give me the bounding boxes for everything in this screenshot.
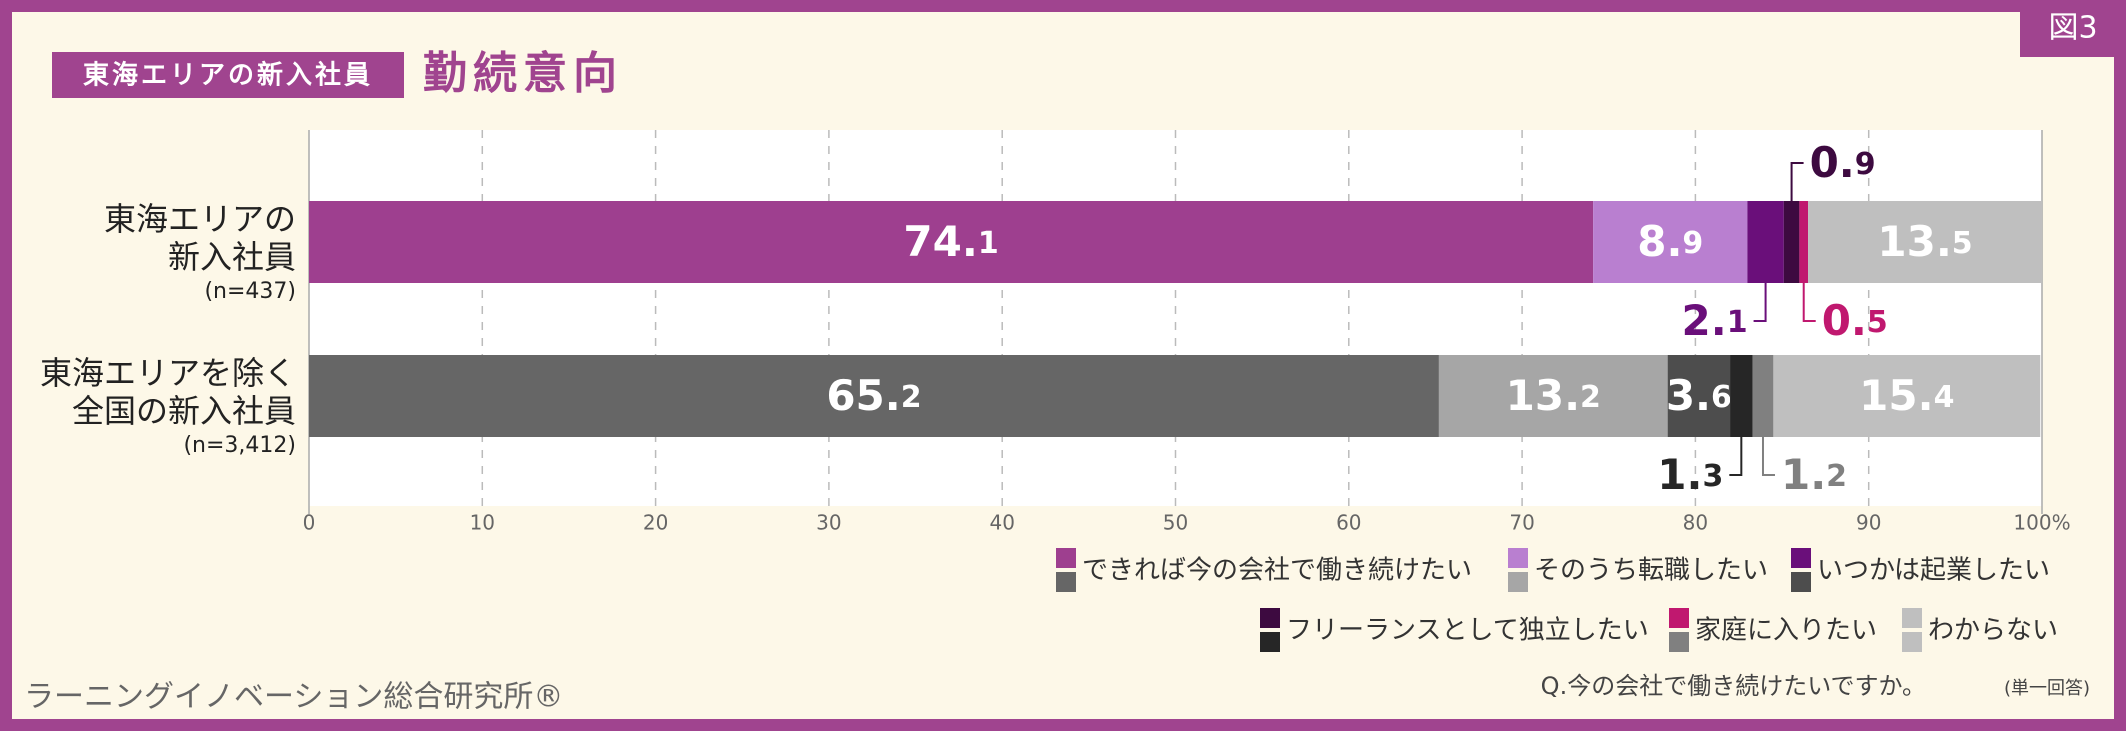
bar-segment <box>1752 355 1774 437</box>
question-note: (単一回答) <box>2004 678 2090 699</box>
category-note: (n=3,412) <box>183 433 296 458</box>
x-tick-label: 10 <box>470 511 495 535</box>
value-label: 65.2 <box>826 371 921 420</box>
bar-segment <box>1438 355 1668 437</box>
x-tick-label: 30 <box>816 511 841 535</box>
callout <box>1802 283 1816 322</box>
value-label: 0.9 <box>1810 138 1876 187</box>
legend-swatch <box>1669 608 1689 628</box>
x-tick-label: 70 <box>1509 511 1534 535</box>
category-label: 新入社員 <box>168 238 296 276</box>
bar-segment <box>1730 355 1753 437</box>
bar-segment <box>1773 355 2041 437</box>
legend-swatch <box>1669 632 1689 652</box>
legend-swatch <box>1791 548 1811 568</box>
bar-segment <box>1783 201 1800 283</box>
callout <box>1761 437 1775 476</box>
bar-segment <box>1808 201 2042 283</box>
bar-segment <box>309 355 1439 437</box>
title: 勤続意向 <box>423 48 623 99</box>
category-label: 全国の新入社員 <box>72 392 296 430</box>
x-tick-label: 50 <box>1163 511 1188 535</box>
badge-box <box>2020 0 2126 57</box>
legend-label: 家庭に入りたい <box>1695 616 1877 646</box>
callout <box>1790 162 1804 201</box>
value-label: 0.5 <box>1822 296 1888 345</box>
legend-label: フリーランスとして独立したい <box>1286 616 1649 646</box>
x-tick-label: 90 <box>1856 511 1881 535</box>
legend-swatch <box>1260 632 1280 652</box>
legend-label: できれば今の会社で働き続けたい <box>1082 556 1472 586</box>
value-label: 2.1 <box>1682 296 1748 345</box>
bar-segment <box>1799 201 1809 283</box>
callout <box>1729 437 1743 476</box>
value-label: 74.1 <box>903 217 998 266</box>
question: Q.今の会社で働き続けたいですか。 <box>1541 672 1926 700</box>
bar-segment <box>1667 355 1731 437</box>
x-tick-label: 60 <box>1336 511 1361 535</box>
value-label: 1.3 <box>1657 450 1723 499</box>
legend-swatch <box>1056 572 1076 592</box>
legend-swatch <box>1791 572 1811 592</box>
value-label: 13.2 <box>1506 371 1601 420</box>
legend-label: そのうち転職したい <box>1534 556 1768 586</box>
legend-swatch <box>1508 548 1528 568</box>
legend-swatch <box>1056 548 1076 568</box>
x-tick-label: 20 <box>643 511 668 535</box>
badge: 図3 <box>2048 11 2097 46</box>
value-label: 13.5 <box>1877 217 1972 266</box>
x-tick-label: 80 <box>1683 511 1708 535</box>
value-label: 8.9 <box>1637 217 1703 266</box>
category-label: 東海エリアの <box>104 200 296 238</box>
callout <box>1753 283 1767 322</box>
source: ラーニングイノベーション総合研究所® <box>24 680 563 715</box>
legend-label: いつかは起業したい <box>1817 556 2050 586</box>
value-label: 3.6 <box>1666 371 1732 420</box>
legend-swatch <box>1508 572 1528 592</box>
x-tick-label: 100% <box>2013 511 2070 535</box>
legend-swatch <box>1902 632 1922 652</box>
bar-segment <box>1593 201 1748 283</box>
category-label: 東海エリアを除く <box>40 354 296 392</box>
bar-segment <box>1747 201 1784 283</box>
x-tick-label: 0 <box>303 511 316 535</box>
legend-label: わからない <box>1928 616 2058 646</box>
subtitle: 東海エリアの新入社員 <box>83 60 373 91</box>
value-label: 1.2 <box>1781 450 1847 499</box>
legend-swatch <box>1260 608 1280 628</box>
subtitle-box <box>52 52 404 98</box>
bar-segment <box>309 201 1594 283</box>
legend-swatch <box>1902 608 1922 628</box>
category-note: (n=437) <box>204 279 296 304</box>
plot-area <box>309 130 2042 506</box>
value-label: 15.4 <box>1859 371 1954 420</box>
x-tick-label: 40 <box>989 511 1014 535</box>
